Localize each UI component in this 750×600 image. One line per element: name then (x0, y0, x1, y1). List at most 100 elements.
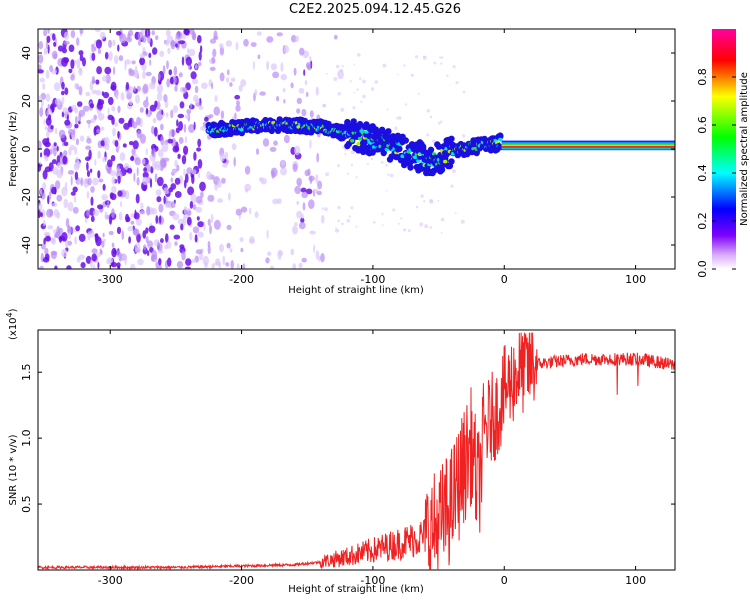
noise-speck (84, 217, 88, 223)
noise-speck (350, 163, 353, 167)
noise-speck (301, 257, 307, 263)
noise-speck (272, 71, 280, 79)
noise-speck (207, 245, 211, 255)
noise-speck (360, 100, 363, 103)
noise-speck (280, 62, 284, 72)
snr-multiplier: (x104) (5, 308, 19, 340)
noise-speck (195, 64, 198, 70)
noise-speck (138, 39, 141, 46)
noise-speck (145, 29, 148, 37)
noise-speck (362, 79, 366, 84)
noise-speck (186, 210, 192, 216)
noise-speck (210, 213, 214, 223)
noise-speck (155, 261, 159, 269)
noise-speck (78, 233, 86, 242)
noise-speck (145, 236, 149, 244)
noise-speck (219, 244, 224, 253)
noise-speck (38, 54, 44, 64)
noise-speck (186, 216, 192, 226)
noise-speck (292, 163, 298, 172)
noise-speck (174, 177, 181, 185)
noise-speck (213, 219, 221, 230)
noise-speck (298, 221, 306, 230)
noise-speck (257, 54, 261, 60)
noise-speck (148, 225, 156, 234)
noise-speck (89, 230, 95, 238)
noise-speck (117, 175, 121, 184)
noise-speck (126, 167, 133, 174)
noise-speck (133, 212, 140, 220)
noise-speck (167, 47, 171, 55)
x-tick-label: -100 (360, 574, 385, 587)
noise-speck (108, 51, 113, 62)
noise-speck (78, 50, 84, 56)
noise-speck (335, 227, 337, 229)
noise-speck (156, 84, 164, 93)
x-tick-label: 0 (501, 273, 508, 286)
noise-speck (53, 142, 57, 147)
noise-speck (64, 119, 71, 126)
noise-speck (57, 162, 61, 169)
noise-speck (181, 87, 188, 92)
noise-speck (172, 105, 179, 114)
noise-speck (142, 83, 149, 94)
noise-speck (385, 189, 388, 192)
noise-speck (61, 57, 68, 67)
noise-speck (178, 137, 184, 144)
noise-speck (283, 99, 286, 104)
noise-speck (118, 252, 123, 262)
noise-speck (125, 82, 130, 91)
noise-speck (440, 217, 445, 222)
noise-speck (139, 57, 146, 66)
noise-speck (296, 201, 300, 205)
noise-speck (136, 167, 139, 177)
noise-speck (70, 191, 76, 196)
noise-speck (323, 104, 327, 108)
noise-speck (94, 159, 97, 166)
noise-speck (43, 148, 51, 158)
spectrogram-xlabel: Height of straight line (km) (288, 285, 424, 296)
noise-speck (387, 173, 390, 176)
noise-speck (225, 40, 233, 47)
noise-speck (404, 103, 407, 106)
noise-speck (308, 175, 315, 182)
noise-speck (191, 258, 197, 263)
noise-speck (176, 119, 179, 127)
noise-speck (157, 243, 163, 252)
noise-speck (116, 249, 120, 258)
noise-speck (455, 212, 457, 214)
noise-speck (366, 162, 369, 165)
noise-speck (95, 89, 102, 96)
ridge-mark (413, 155, 418, 159)
noise-speck (309, 230, 316, 235)
noise-speck (47, 114, 52, 121)
ridge-mark (350, 139, 355, 143)
noise-speck (183, 206, 188, 215)
noise-speck (75, 115, 78, 125)
noise-speck (38, 140, 42, 151)
noise-speck (152, 47, 158, 55)
noise-speck (403, 64, 406, 67)
noise-speck (437, 200, 440, 202)
snr-line (38, 332, 675, 570)
noise-speck (215, 258, 221, 265)
noise-speck (118, 117, 125, 124)
ridge-mark (364, 130, 369, 134)
noise-speck (156, 176, 164, 187)
noise-speck (283, 134, 290, 144)
noise-speck (61, 248, 68, 258)
noise-speck (128, 141, 134, 146)
noise-speck (184, 114, 190, 119)
noise-speck (294, 222, 298, 227)
noise-speck (185, 56, 192, 66)
noise-speck (438, 121, 441, 125)
noise-speck (160, 123, 164, 131)
noise-speck (301, 191, 308, 199)
noise-speck (417, 92, 420, 95)
noise-speck (197, 159, 203, 169)
noise-speck (43, 29, 48, 37)
noise-speck (184, 266, 191, 269)
noise-speck (172, 145, 180, 153)
noise-speck (132, 228, 140, 236)
